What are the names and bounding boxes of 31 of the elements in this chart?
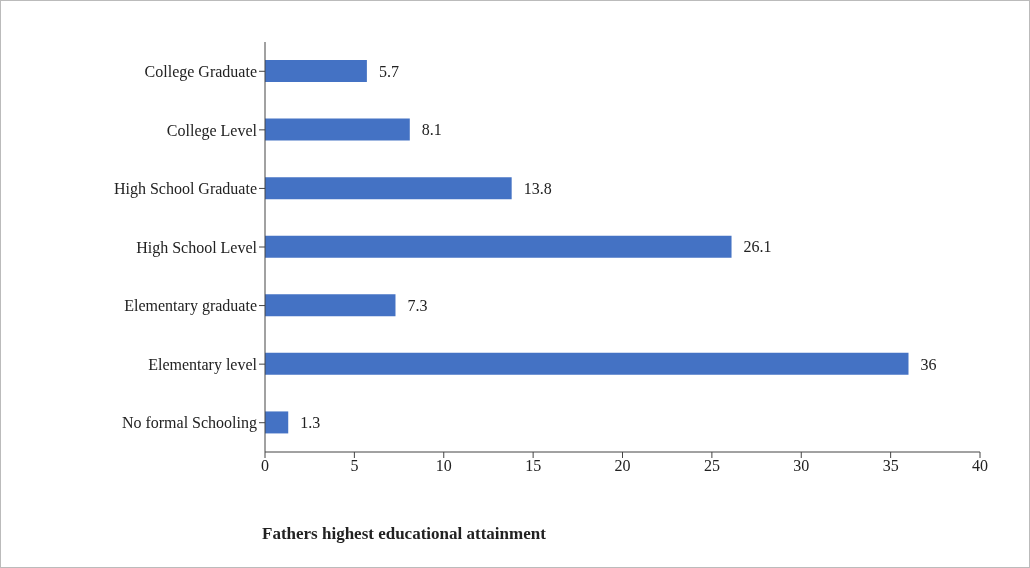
bar <box>265 352 909 375</box>
y-tick-label: Elementary graduate <box>124 297 257 316</box>
data-label: 13.8 <box>523 179 552 197</box>
data-label: 7.3 <box>407 296 428 314</box>
x-tick-label: 0 <box>261 457 269 475</box>
x-tick-label: 15 <box>525 457 542 475</box>
x-tick-label: 35 <box>882 457 899 475</box>
y-tick-label: College Level <box>166 121 258 140</box>
bar <box>265 235 732 258</box>
y-tick-label: No formal Schooling <box>121 414 257 433</box>
bar <box>265 118 410 141</box>
bar <box>265 294 396 317</box>
y-tick-label: Elementary level <box>148 355 258 374</box>
bar <box>265 177 512 200</box>
x-tick-label: 40 <box>972 457 988 475</box>
x-tick-label: 25 <box>703 457 720 475</box>
y-tick-label: College Graduate <box>144 62 257 81</box>
x-tick-label: 10 <box>435 457 452 475</box>
x-tick-label: 20 <box>614 457 631 475</box>
x-tick-label: 5 <box>350 457 359 475</box>
y-tick-label: High School Graduate <box>113 180 257 199</box>
x-tick-label: 30 <box>793 457 810 475</box>
data-label: 1.3 <box>300 414 321 432</box>
bar <box>265 411 289 434</box>
data-label: 36 <box>920 355 937 373</box>
bar <box>265 60 367 82</box>
data-label: 26.1 <box>743 238 772 256</box>
data-label: 8.1 <box>421 121 442 139</box>
y-tick-label: High School Level <box>136 238 258 257</box>
x-axis-title: Fathers highest educational attainment <box>262 524 546 544</box>
data-label: 5.7 <box>378 62 399 80</box>
